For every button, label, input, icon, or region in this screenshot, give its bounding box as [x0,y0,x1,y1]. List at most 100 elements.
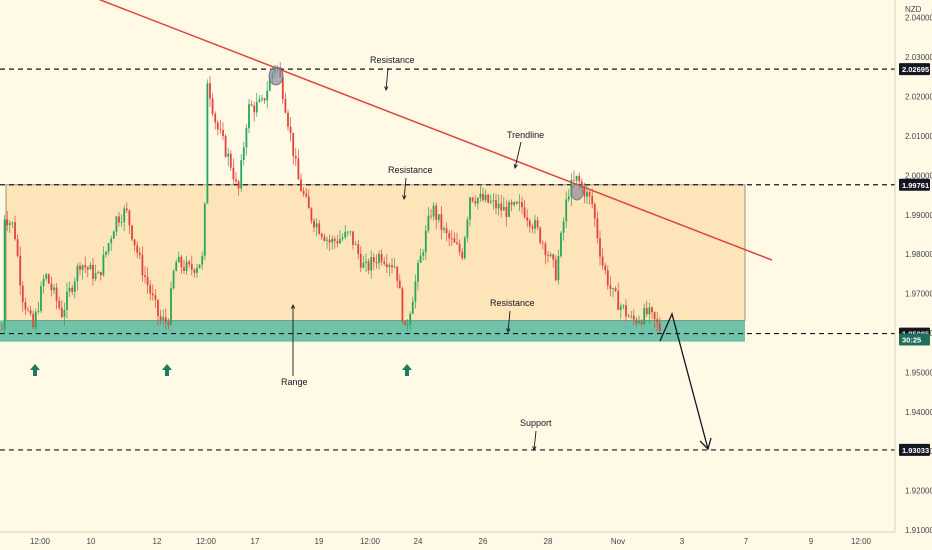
time-axis[interactable]: 12:00 10 12 12:00 17 19 12:00 24 26 28 Nov 3 7 9 12:00 [0,531,895,546]
x-tick-label: 19 [315,537,324,546]
candle-body [640,321,643,324]
candle-body [653,311,656,320]
candle-body [617,291,620,310]
candle-body [196,267,198,273]
candle-body [612,288,614,290]
candle-body [417,262,419,282]
candle-body [105,251,107,255]
y-tick-label: 1.95000 [905,368,932,377]
y-tick-label: 1.92000 [905,487,932,496]
candle-body [370,257,373,271]
y-tick-label: 1.97000 [905,290,932,299]
candle-body [352,231,354,245]
y-tick-label: 2.02000 [905,93,932,102]
x-tick-label: 24 [414,537,423,546]
candle-body [219,129,222,130]
candle-body [528,220,531,227]
candle-body [206,83,209,204]
candle-body [515,202,518,204]
candle-body [341,237,344,240]
projection-arrowhead [699,437,712,451]
candle-body [216,122,219,130]
candle-body [281,77,284,100]
candle-body [583,185,586,197]
range-label: Range [281,377,308,387]
candle-body [6,219,9,226]
candle-body [167,322,170,325]
candle-body [66,291,68,311]
candle-body [497,203,500,209]
candle-body [638,321,640,324]
countdown-tag-label: 30:25 [902,335,921,344]
candle-body [315,223,318,228]
candle-body [430,215,432,217]
candle-body [224,136,227,157]
candle-body [115,216,118,232]
candle-body [622,305,625,307]
candle-body [388,265,391,268]
candle-body [198,264,201,268]
candle-body [214,113,217,123]
candle-body [201,255,204,265]
resistance-label-low: Resistance [490,298,535,308]
candle-body [76,265,79,282]
candle-body [326,239,328,241]
candle-body [560,232,562,257]
candle-body [466,219,469,238]
candle-body [346,231,349,233]
candle-body [604,265,607,271]
candle-body [632,315,635,320]
candle-body [596,218,599,239]
candle-body [567,196,570,200]
candle-body [586,191,588,197]
candle-body [180,256,183,268]
price-tag-label: 1.93033 [902,446,929,455]
candle-body [146,276,149,286]
candle-body [554,259,557,281]
candle-body [575,175,578,181]
candle-body [227,153,230,157]
candle-body [508,202,510,217]
candle-body [284,99,287,113]
candle-body [367,261,370,271]
candle-body [1,329,3,330]
range-box [5,184,746,321]
candle-body [479,193,482,198]
candle-body [89,264,92,270]
candle-body [547,255,549,257]
candle-body [172,271,175,289]
pointer-head [532,446,537,452]
candle-body [300,179,302,192]
candle-body [474,201,477,204]
candle-body [313,220,315,228]
candle-body [97,271,100,274]
candle-body [492,200,495,202]
candle-body [505,206,508,217]
candle-body [47,274,50,284]
pointer-line [403,177,407,200]
candle-body [523,207,526,218]
candle-body [237,181,240,189]
candle-body [482,193,484,201]
projection-path [659,312,709,450]
candle-body [86,267,89,270]
candle-body [401,288,404,322]
candle-body [71,287,74,292]
candle-body [643,307,646,324]
candle-body [242,147,245,161]
candle-body [424,230,427,253]
candle-body [357,244,360,254]
price-axis[interactable]: NZD 2.040002.030002.020002.010002.000001… [894,0,932,535]
up-arrow-icon [30,364,40,376]
candle-body [531,226,534,229]
candle-body [136,245,139,253]
candle-body [175,262,178,272]
candle-body [414,281,417,302]
resistance-label-top: Resistance [370,55,415,65]
candle-body [258,99,261,102]
candle-body [63,310,66,317]
candle-body [209,83,211,99]
x-tick-label: 3 [680,537,685,546]
